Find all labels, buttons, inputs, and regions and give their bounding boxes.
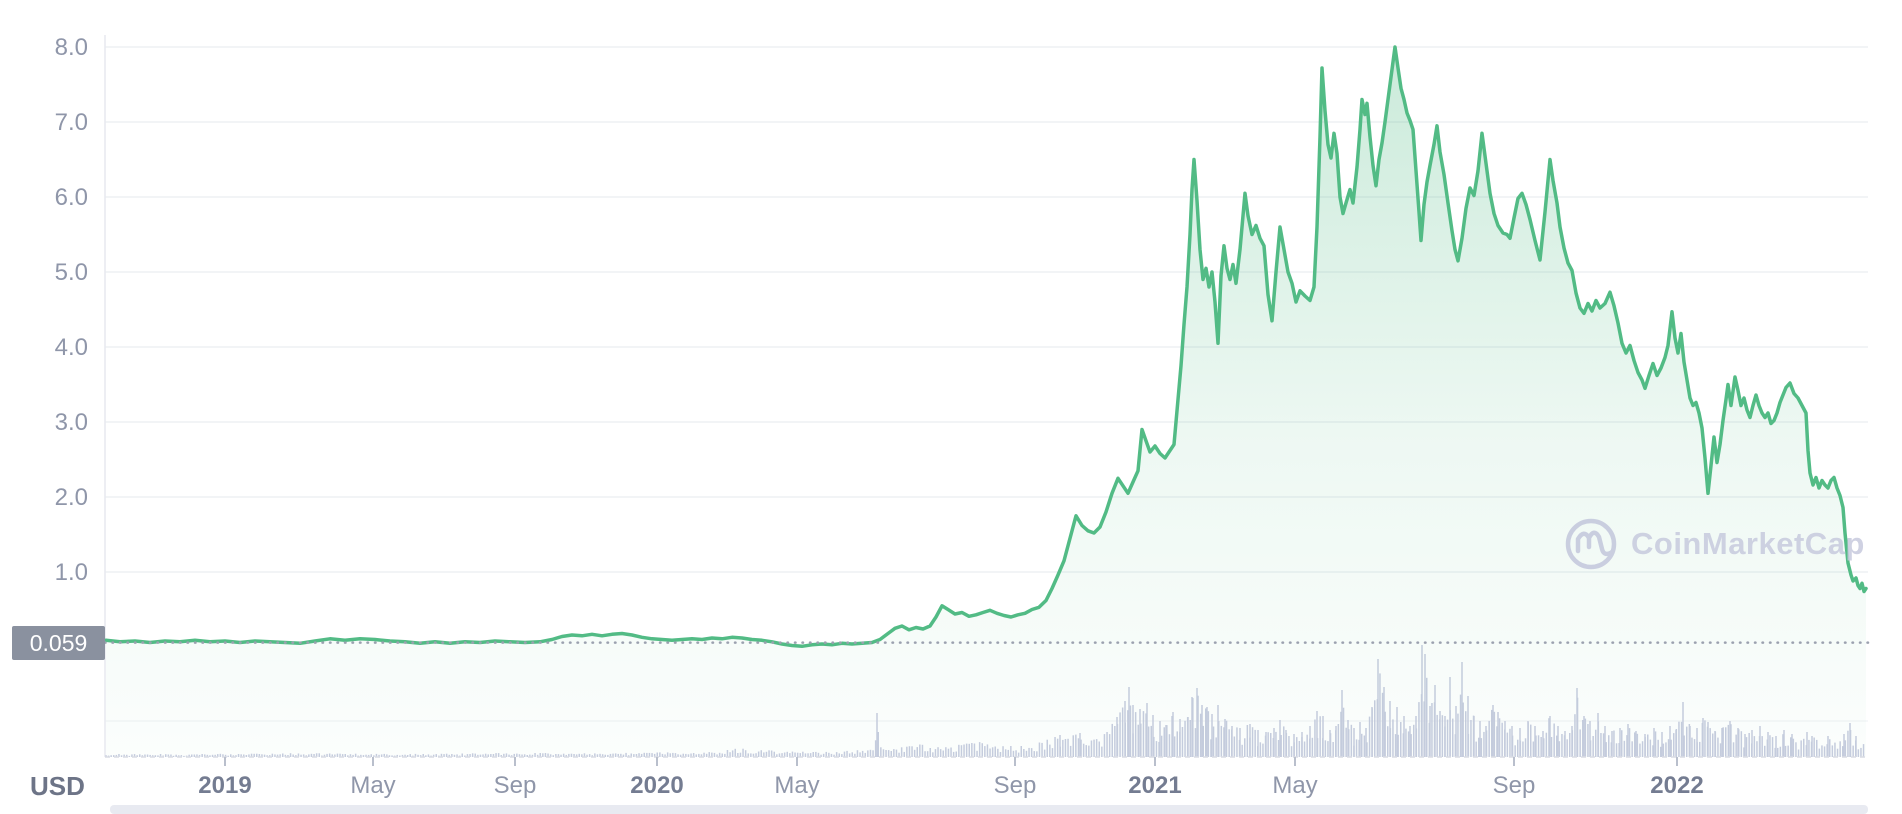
- y-tick-label: 5.0: [55, 259, 88, 286]
- x-tick-label: 2020: [630, 772, 683, 799]
- x-tick-mark: [1014, 757, 1016, 766]
- x-tick-label: Sep: [494, 772, 537, 799]
- x-tick-mark: [514, 757, 516, 766]
- x-tick-label: 2021: [1128, 772, 1181, 799]
- x-tick-mark: [224, 757, 226, 766]
- x-tick-label: 2019: [198, 772, 251, 799]
- x-tick-label: Sep: [994, 772, 1037, 799]
- price-axis-badge: 0.059: [12, 626, 105, 660]
- x-axis-labels: 2019 May Sep 2020 May Sep 2021 May Sep 2022: [198, 757, 1704, 799]
- x-tick-mark: [1154, 757, 1156, 766]
- range-slider-track[interactable]: [110, 805, 1868, 814]
- coinmarketcap-logo-icon: [1565, 518, 1617, 570]
- x-tick-label: May: [1272, 772, 1317, 799]
- y-tick-label: 8.0: [55, 34, 88, 61]
- y-tick-label: 7.0: [55, 109, 88, 136]
- x-tick-label: Sep: [1493, 772, 1536, 799]
- x-tick-mark: [1676, 757, 1678, 766]
- currency-label: USD: [30, 771, 85, 801]
- price-area-fill: [106, 47, 1866, 757]
- y-axis-labels: 1.0 2.0 3.0 4.0 5.0 6.0 7.0 8.0: [55, 34, 88, 586]
- x-tick-mark: [796, 757, 798, 766]
- x-tick-label: May: [350, 772, 395, 799]
- y-tick-label: 4.0: [55, 334, 88, 361]
- y-tick-label: 1.0: [55, 559, 88, 586]
- plot-hover-area[interactable]: [105, 35, 1868, 757]
- watermark-text: CoinMarketCap: [1631, 526, 1865, 561]
- watermark: CoinMarketCap: [1563, 516, 1865, 572]
- x-tick-mark: [1513, 757, 1515, 766]
- y-tick-label: 6.0: [55, 184, 88, 211]
- x-tick-label: 2022: [1650, 772, 1703, 799]
- x-tick-label: May: [774, 772, 819, 799]
- y-tick-label: 2.0: [55, 484, 88, 511]
- y-tick-label: 3.0: [55, 409, 88, 436]
- x-tick-mark: [656, 757, 658, 766]
- x-tick-mark: [1294, 757, 1296, 766]
- x-tick-mark: [372, 757, 374, 766]
